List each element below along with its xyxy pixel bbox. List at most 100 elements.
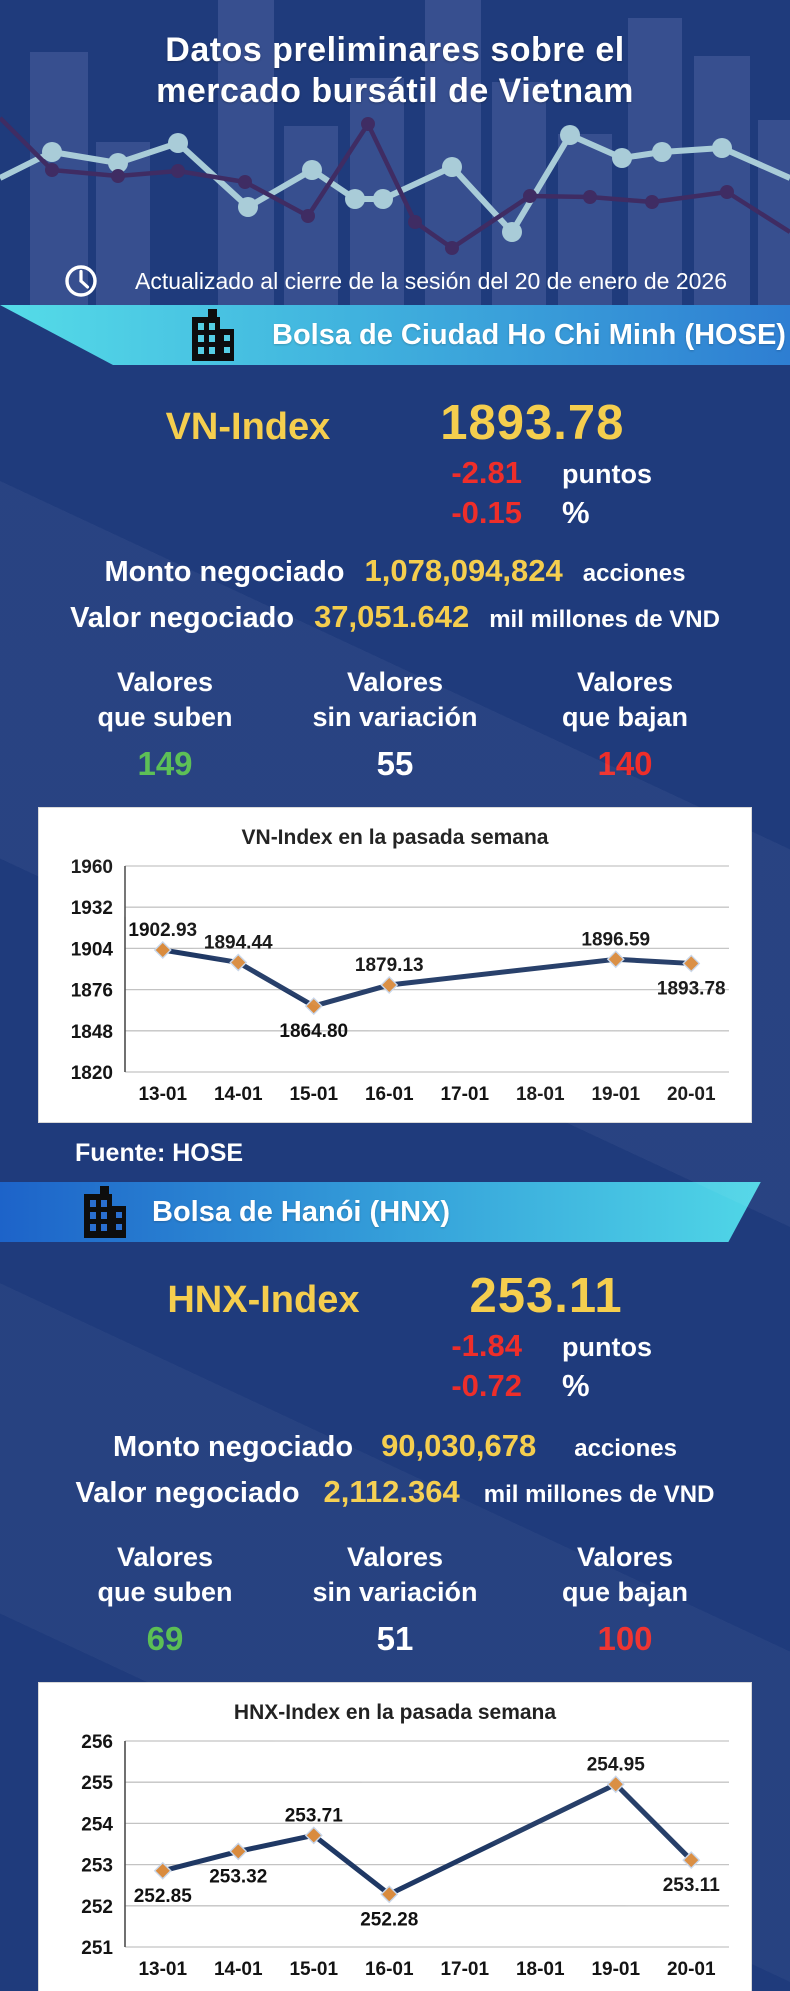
svg-text:253.71: 253.71 <box>285 1805 344 1826</box>
svg-text:1876: 1876 <box>71 981 113 1002</box>
hose-volume-value: 1,078,094,824 <box>364 553 563 588</box>
hnx-change-points-unit: puntos <box>562 1332 652 1362</box>
hose-index-label: VN-Index <box>165 406 331 448</box>
hose-index-value: 1893.78 <box>440 396 625 450</box>
svg-text:13-01: 13-01 <box>138 1959 187 1980</box>
svg-text:18-01: 18-01 <box>516 1084 565 1105</box>
svg-text:18-01: 18-01 <box>516 1959 565 1980</box>
hose-turnover-unit: mil millones de VND <box>489 606 720 633</box>
hose-unchanged-label1: Valores <box>346 667 444 697</box>
updated-text: Actualizado al cierre de la sesión del 2… <box>134 267 727 294</box>
vn-index-chart-card: VN-Index en la pasada semana 1960 1932 190… <box>38 807 752 1123</box>
hose-change-points: -2.81 <box>451 455 522 490</box>
svg-text:256: 256 <box>81 1732 113 1753</box>
svg-text:17-01: 17-01 <box>440 1084 489 1105</box>
hose-turnover-label: Valor negociado <box>70 602 295 634</box>
svg-text:16-01: 16-01 <box>365 1959 414 1980</box>
hnx-banner: Bolsa de Hanói (HNX) <box>0 1182 761 1242</box>
svg-text:1932: 1932 <box>71 898 113 919</box>
hose-change-percent-row: -0.15 % <box>440 495 790 531</box>
hose-advancers-label1: Valores <box>116 667 214 697</box>
page-title: Datos preliminares sobre el mercado burs… <box>0 30 790 112</box>
svg-text:1893.78: 1893.78 <box>657 978 726 999</box>
hose-section: VN-Index 1893.78 -2.81 puntos -0.15 % Mo… <box>0 395 790 1168</box>
hnx-decliners-label2: que bajan <box>561 1577 689 1607</box>
svg-text:15-01: 15-01 <box>289 1959 338 1980</box>
hose-counts-row: Valores que suben 149 Valores sin variac… <box>0 665 790 783</box>
svg-text:13-01: 13-01 <box>138 1084 187 1105</box>
hnx-advancers-label1: Valores <box>116 1542 214 1572</box>
svg-text:1848: 1848 <box>71 1022 113 1043</box>
vn-index-chart-title: VN-Index en la pasada semana <box>241 826 549 849</box>
vn-index-chart: 1960 1932 1904 1876 1848 1820 13-01 14-01 15-01 1… <box>71 857 729 1105</box>
hnx-turnover-value: 2,112.364 <box>323 1474 460 1509</box>
svg-text:252.85: 252.85 <box>134 1886 193 1907</box>
svg-text:16-01: 16-01 <box>365 1084 414 1105</box>
svg-text:1820: 1820 <box>71 1063 113 1084</box>
hnx-banner-title: Bolsa de Hanói (HNX) <box>152 1195 451 1228</box>
hnx-counts-row: Valores que suben 69 Valores sin variaci… <box>0 1540 790 1658</box>
hnx-change-percent: -0.72 <box>451 1368 522 1403</box>
hose-decliners-label1: Valores <box>576 667 674 697</box>
svg-text:252: 252 <box>81 1897 113 1918</box>
hnx-index-chart-title: HNX-Index en la pasada semana <box>233 1701 557 1724</box>
hnx-advancers-value: 69 <box>146 1620 184 1657</box>
hose-decliners: Valores que bajan 140 <box>515 665 735 783</box>
hose-index-row: VN-Index 1893.78 <box>0 395 790 451</box>
svg-text:14-01: 14-01 <box>214 1959 263 1980</box>
svg-text:19-01: 19-01 <box>591 1084 640 1105</box>
hose-source: Fuente: HOSE <box>75 1139 244 1167</box>
svg-text:20-01: 20-01 <box>667 1959 716 1980</box>
hose-decliners-label2: que bajan <box>561 702 689 732</box>
hose-advancers-value: 149 <box>137 745 193 782</box>
building-icon <box>84 1186 126 1238</box>
hnx-turnover-label: Valor negociado <box>75 1477 300 1509</box>
svg-text:254: 254 <box>81 1814 113 1835</box>
svg-text:255: 255 <box>81 1773 113 1794</box>
hnx-advancers-label2: que suben <box>97 1577 233 1607</box>
hose-change-percent-unit: % <box>562 495 590 530</box>
svg-text:253: 253 <box>81 1856 113 1877</box>
hose-change-points-row: -2.81 puntos <box>440 455 790 491</box>
svg-text:1864.80: 1864.80 <box>279 1021 348 1042</box>
header-chart-decoration <box>0 0 790 305</box>
svg-text:20-01: 20-01 <box>667 1084 716 1105</box>
hose-unchanged-value: 55 <box>376 745 414 782</box>
hnx-turnover-unit: mil millones de VND <box>483 1481 715 1508</box>
hose-decliners-value: 140 <box>597 745 653 782</box>
hnx-change-percent-row: -0.72 % <box>440 1368 790 1404</box>
svg-text:253.32: 253.32 <box>209 1866 267 1887</box>
hnx-volume-value: 90,030,678 <box>381 1428 537 1463</box>
svg-text:1896.59: 1896.59 <box>581 929 650 950</box>
hose-change-points-unit: puntos <box>562 459 652 489</box>
svg-text:251: 251 <box>81 1938 113 1959</box>
hnx-section: HNX-Index 253.11 -1.84 puntos -0.72 % Mo… <box>0 1268 790 1991</box>
svg-text:253.11: 253.11 <box>663 1875 720 1896</box>
hnx-index-value: 253.11 <box>469 1269 623 1323</box>
hose-volume-row: Monto negociado 1,078,094,824 acciones <box>0 553 790 589</box>
svg-text:1904: 1904 <box>71 939 114 960</box>
hnx-unchanged-label2: sin variación <box>312 1577 478 1607</box>
building-icon <box>192 309 234 361</box>
svg-text:1960: 1960 <box>71 857 113 878</box>
svg-text:254.95: 254.95 <box>587 1754 646 1775</box>
hnx-index-row: HNX-Index 253.11 <box>0 1268 790 1324</box>
hose-advancers-label2: que suben <box>97 702 233 732</box>
clock-icon <box>65 265 97 297</box>
svg-text:15-01: 15-01 <box>289 1084 338 1105</box>
hnx-decliners-label1: Valores <box>576 1542 674 1572</box>
hose-volume-unit: acciones <box>582 560 686 587</box>
hose-unchanged: Valores sin variación 55 <box>285 665 505 783</box>
hnx-turnover-row: Valor negociado 2,112.364 mil millones d… <box>0 1474 790 1510</box>
hnx-change-points-row: -1.84 puntos <box>440 1328 790 1364</box>
hnx-volume-label: Monto negociado <box>113 1431 354 1463</box>
svg-text:17-01: 17-01 <box>440 1959 489 1980</box>
hnx-unchanged-label1: Valores <box>346 1542 444 1572</box>
hnx-index-chart: 256 255 254 253 252 251 13-01 14-01 15-01 16-01 17… <box>81 1732 729 1980</box>
hose-advancers: Valores que suben 149 <box>55 665 275 783</box>
updated-row: Actualizado al cierre de la sesión del 2… <box>0 263 790 299</box>
hnx-advancers: Valores que suben 69 <box>55 1540 275 1658</box>
svg-text:1894.44: 1894.44 <box>204 932 273 953</box>
hose-banner: Bolsa de Ciudad Ho Chi Minh (HOSE) <box>0 305 790 365</box>
